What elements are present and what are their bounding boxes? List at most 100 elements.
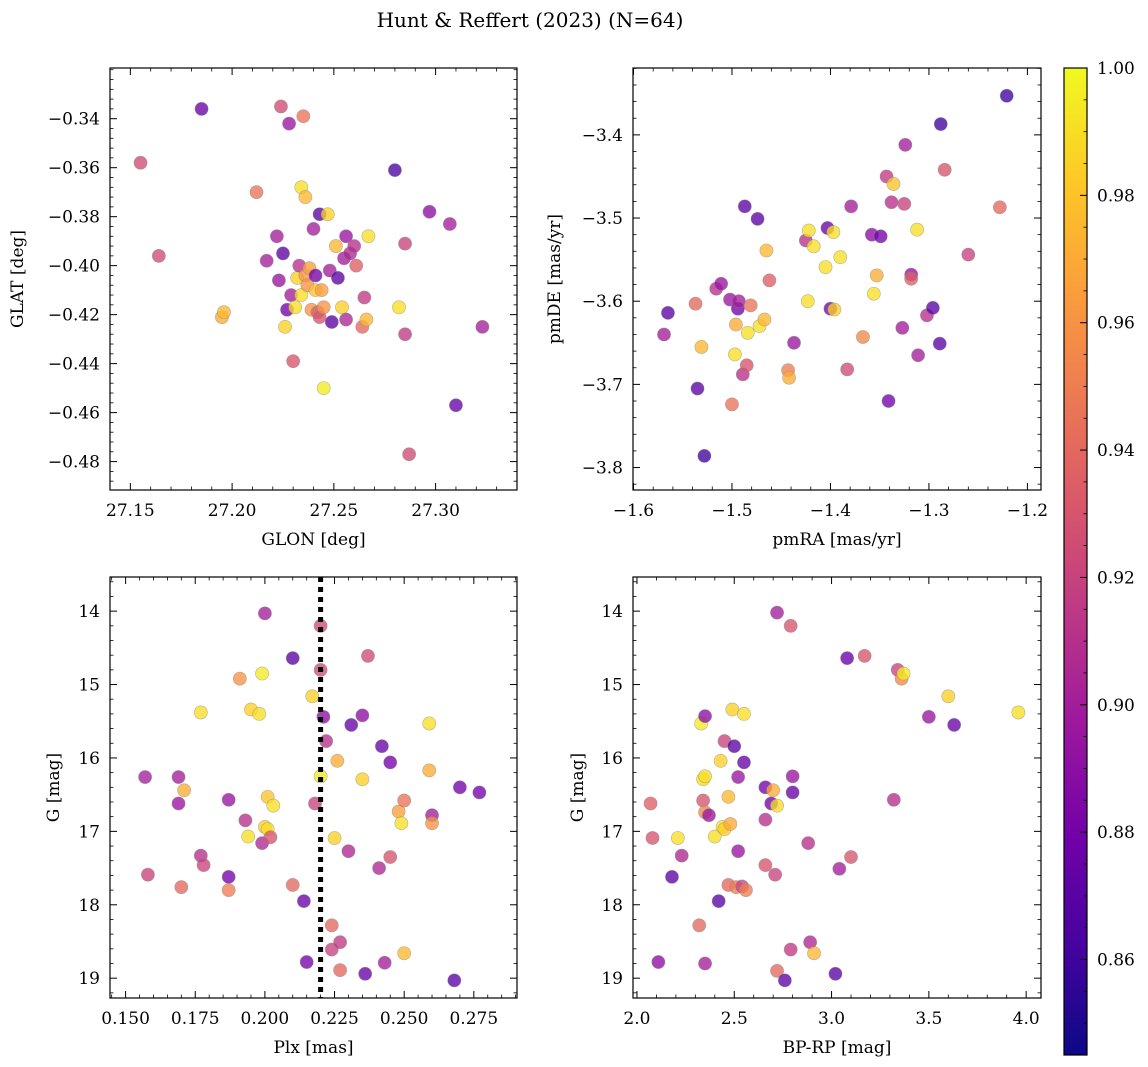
x-tick-label: 0.150 (101, 1009, 150, 1029)
scatter-point (694, 340, 709, 354)
scatter-point (286, 354, 301, 369)
scatter-point (138, 770, 152, 784)
x-tick-label: −1.3 (908, 501, 949, 521)
scatter-point (941, 689, 956, 704)
scatter-point (221, 792, 236, 807)
scatter-point (713, 753, 728, 768)
y-tick-label: −3.7 (582, 375, 623, 395)
scatter-point (355, 708, 370, 723)
scatter-point (731, 294, 746, 309)
scatter-point (698, 769, 712, 784)
scatter-point (840, 362, 855, 377)
scatter-point (770, 798, 784, 813)
scatter-point (151, 248, 166, 263)
scatter-point (349, 258, 364, 273)
scatter-points (657, 88, 1014, 463)
scatter-point (221, 869, 236, 884)
scatter-point (886, 177, 901, 191)
y-tick-label: 14 (601, 602, 623, 622)
scatter-point (341, 844, 356, 859)
scatter-point (827, 302, 842, 317)
scatter-point (282, 116, 296, 131)
scatter-point (221, 883, 236, 897)
colorbar-tick-label: 0.92 (1097, 568, 1135, 588)
scatter-point (800, 294, 815, 309)
colorbar-tick-label: 0.88 (1097, 823, 1135, 843)
scatter-point (392, 300, 406, 315)
scatter-point (698, 709, 712, 724)
scatter-point (895, 320, 910, 335)
scatter-point (766, 783, 781, 798)
y-tick-label: 19 (78, 969, 100, 989)
scatter-point (921, 709, 936, 724)
axes-frame (632, 67, 1042, 491)
scatter-point (785, 769, 800, 784)
scatter-point (299, 955, 314, 969)
scatter-point (1011, 705, 1026, 720)
scatter-point (898, 137, 913, 152)
scatter-point (725, 397, 739, 412)
scatter-point (702, 808, 716, 823)
y-tick-label: −3.5 (582, 209, 623, 229)
scatter-point (886, 792, 901, 807)
scatter-point (193, 705, 208, 720)
scatter-point (714, 276, 729, 291)
axes-frame (632, 576, 1042, 999)
y-axis-label: GLAT [deg] (8, 230, 28, 328)
scatter-point (288, 300, 303, 315)
scatter-point (133, 155, 148, 170)
scatter-point (320, 207, 335, 222)
scatter-point (696, 793, 711, 808)
scatter-point (140, 867, 155, 882)
x-tick-label: 2.0 (623, 1009, 650, 1029)
ticks (110, 577, 517, 998)
scatter-point (298, 190, 313, 204)
scatter-point (196, 858, 211, 873)
y-tick-label: −0.44 (48, 355, 100, 375)
x-tick-label: 27.20 (208, 501, 257, 521)
scatter-point (316, 300, 331, 315)
scatter-point (422, 763, 437, 778)
scatter-point (866, 286, 881, 301)
scatter-point (383, 850, 398, 864)
colorbar-tick-label: 0.96 (1097, 314, 1135, 334)
x-tick-label: 4.0 (1013, 1009, 1040, 1029)
scatter-point (241, 829, 256, 844)
colorbar-tick-label: 0.90 (1097, 696, 1135, 716)
x-tick-label: 0.250 (380, 1009, 429, 1029)
y-tick-label: −3.6 (582, 292, 623, 312)
x-tick-label: 27.15 (106, 501, 155, 521)
scatter-point (737, 755, 751, 770)
scatter-point (801, 223, 816, 238)
scatter-point (961, 247, 976, 262)
scatter-point (731, 770, 746, 784)
x-tick-label: 0.200 (241, 1009, 290, 1029)
y-tick-label: −0.38 (48, 208, 100, 228)
scatter-point (324, 315, 339, 329)
scatter-point (285, 651, 300, 666)
scatter-points (133, 99, 490, 462)
scatter-point (397, 793, 412, 808)
scatter-point (856, 330, 870, 344)
scatter-point (285, 878, 300, 892)
y-tick-label: −0.46 (48, 404, 100, 424)
y-tick-label: 15 (601, 676, 623, 696)
scatter-point (271, 273, 286, 288)
scatter-point (330, 753, 345, 768)
scatter-point (937, 162, 952, 177)
y-tick-label: −0.48 (48, 453, 100, 473)
scatter-point (383, 755, 398, 770)
scatter-point (377, 955, 392, 970)
scatter-points (138, 606, 487, 988)
scatter-point (335, 300, 349, 315)
scatter-point (707, 829, 722, 844)
scatter-point (308, 268, 323, 283)
scatter-point (737, 199, 752, 214)
scatter-point (757, 312, 772, 327)
scatter-point (324, 918, 339, 933)
scatter-point (731, 844, 746, 859)
colorbar-tick-label: 0.86 (1097, 950, 1135, 970)
scatter-point (692, 918, 707, 933)
scatter-point (723, 817, 738, 831)
y-tick-label: 16 (78, 749, 100, 769)
